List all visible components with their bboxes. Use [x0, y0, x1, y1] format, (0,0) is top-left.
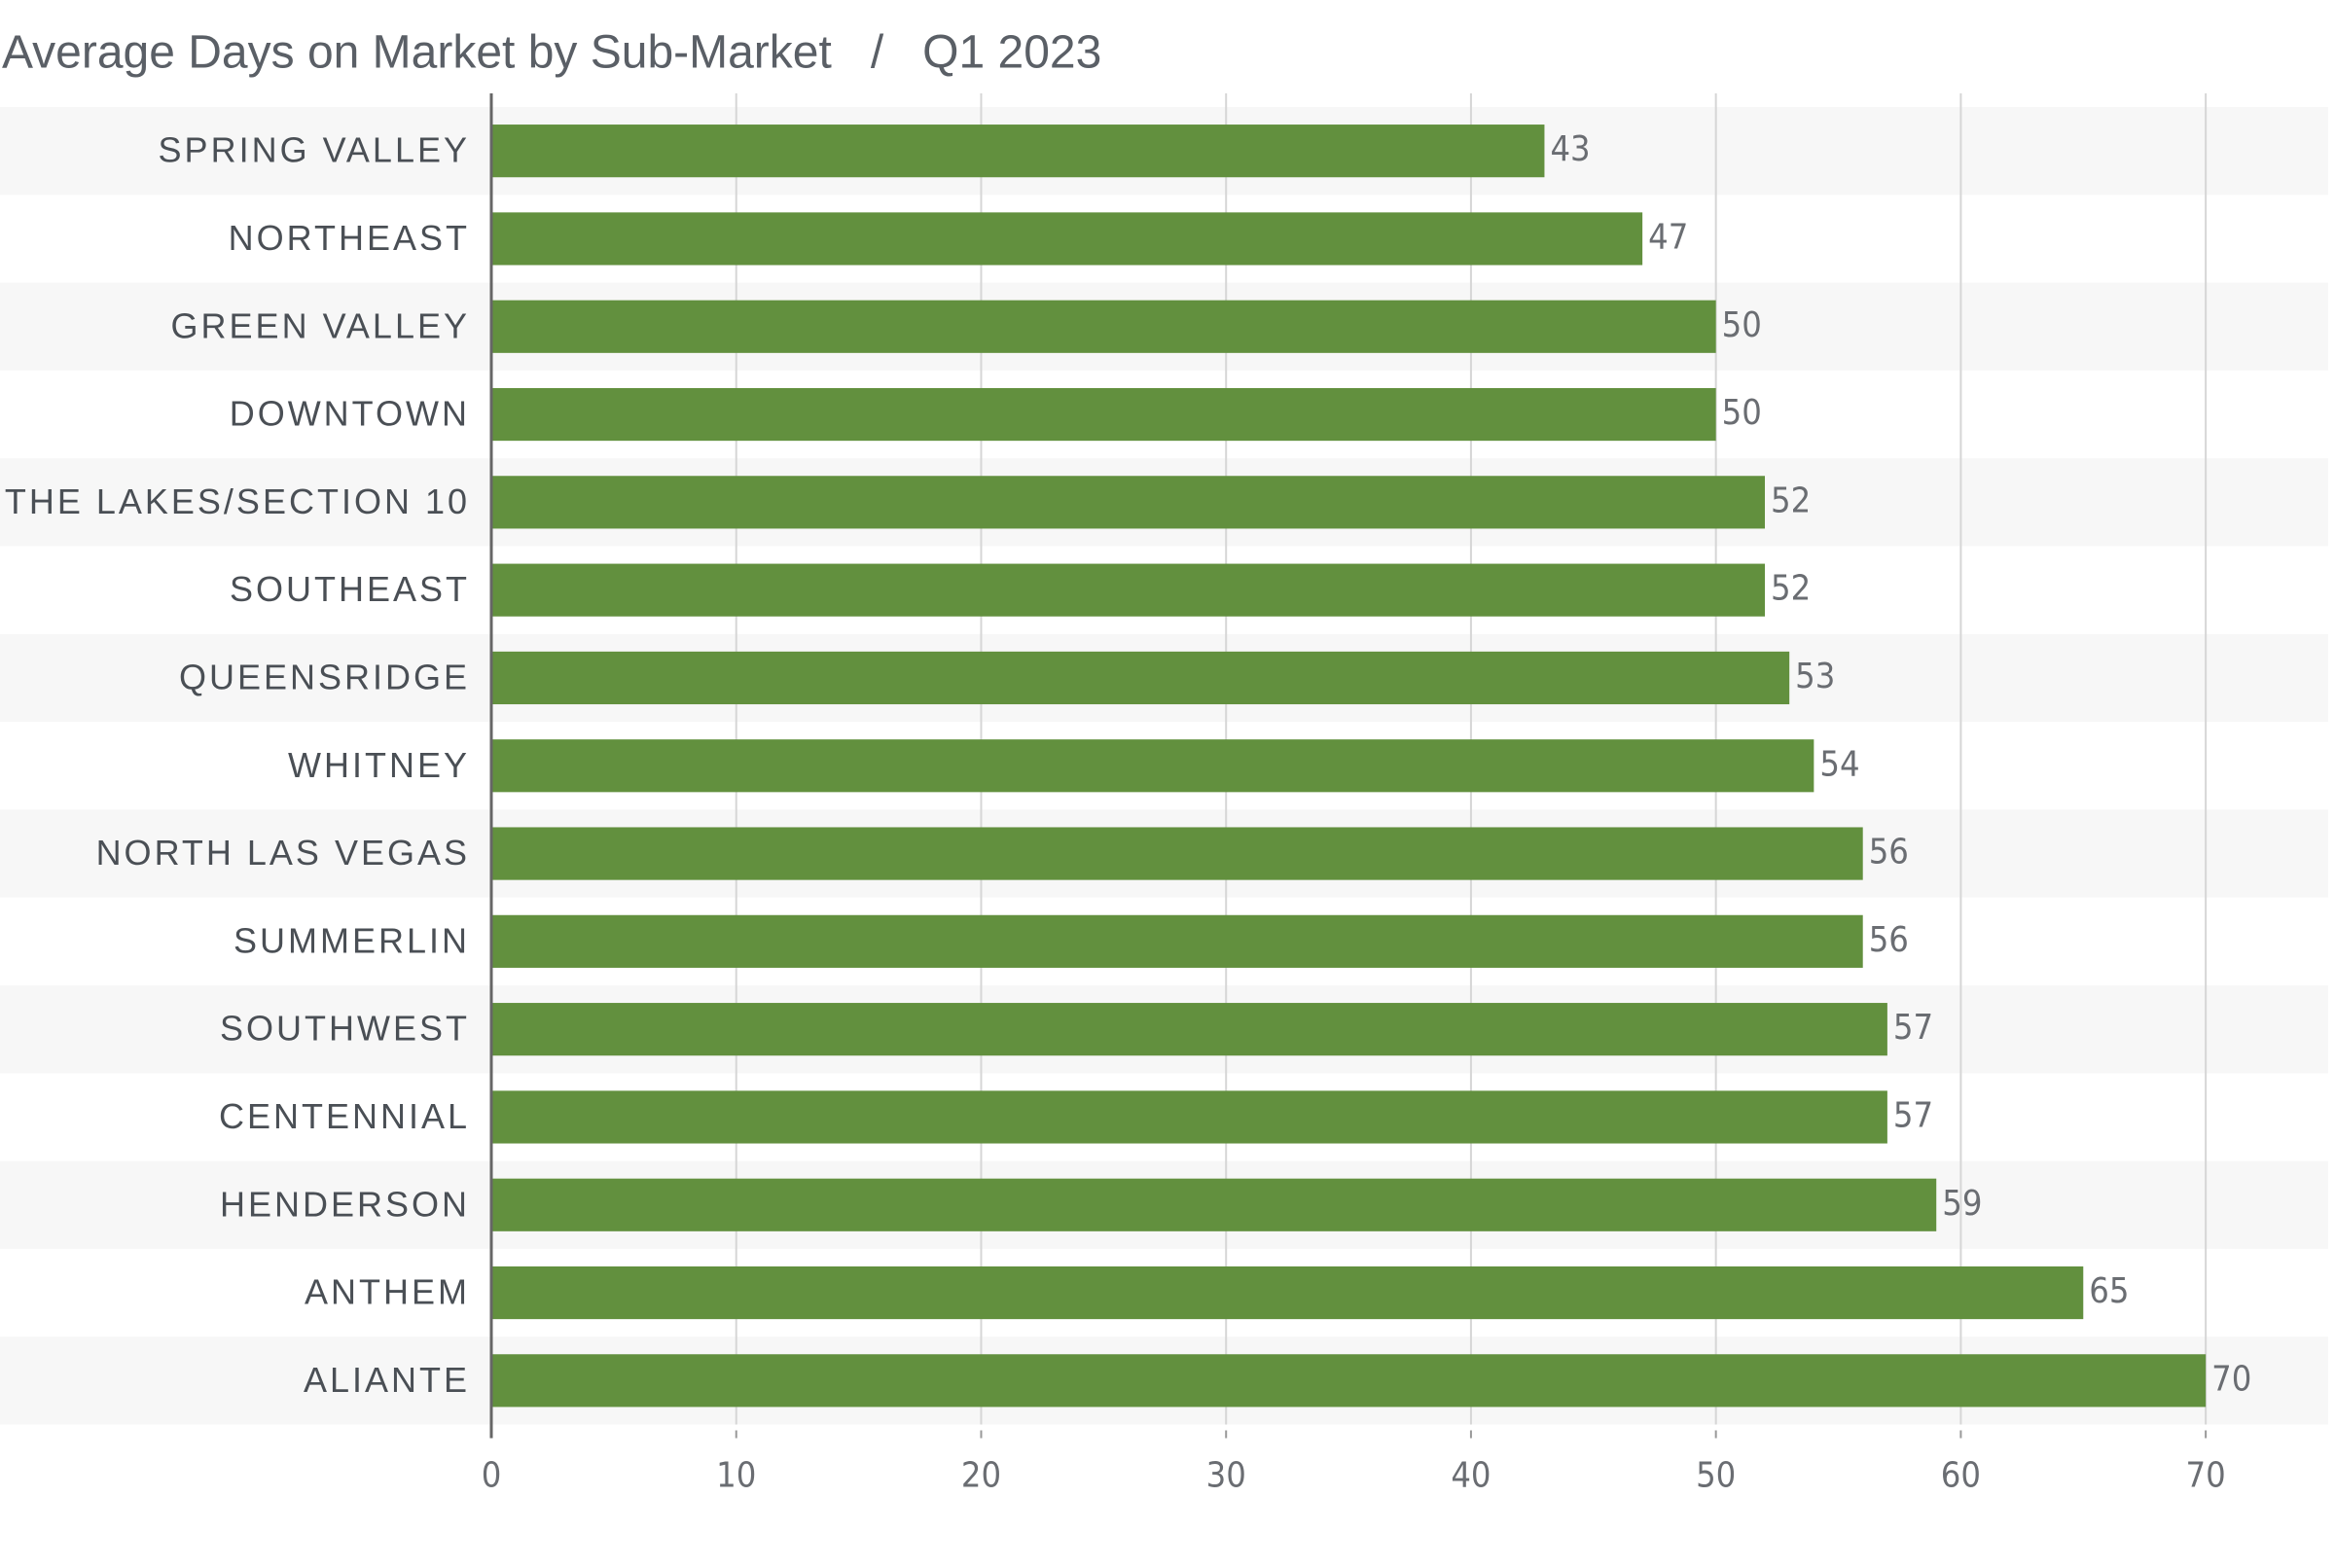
- category-label: SOUTHEAST: [230, 569, 470, 609]
- value-label: 65: [2089, 1271, 2129, 1311]
- value-label: 52: [1771, 481, 1811, 520]
- bar: [491, 125, 1545, 178]
- value-label: 59: [1942, 1184, 1982, 1224]
- bar: [491, 651, 1790, 705]
- bar: [491, 212, 1643, 266]
- category-label: ALIANTE: [304, 1360, 470, 1400]
- category-label: THE LAKES/SECTION 10: [5, 481, 470, 521]
- value-label: 57: [1893, 1008, 1933, 1048]
- bar: [491, 1090, 1887, 1144]
- bar: [491, 1178, 1937, 1231]
- category-label: CENTENNIAL: [219, 1096, 470, 1136]
- category-label: NORTHEAST: [229, 218, 470, 258]
- category-label: NORTH LAS VEGAS: [96, 833, 470, 873]
- category-label: HENDERSON: [220, 1184, 470, 1224]
- bar: [491, 1354, 2207, 1408]
- value-label: 56: [1869, 833, 1909, 873]
- x-tick-label: 0: [482, 1456, 502, 1496]
- bar: [491, 827, 1863, 880]
- bar: [491, 914, 1863, 968]
- value-label: 52: [1771, 569, 1811, 609]
- category-label: SUMMERLIN: [234, 920, 470, 960]
- x-tick-label: 70: [2186, 1456, 2226, 1496]
- bar: [491, 387, 1716, 442]
- bar: [491, 563, 1766, 617]
- x-tick-label: 40: [1451, 1456, 1491, 1496]
- x-tick-label: 20: [961, 1456, 1001, 1496]
- category-label: DOWNTOWN: [230, 394, 470, 434]
- x-tick-label: 60: [1941, 1456, 1981, 1496]
- value-label: 54: [1819, 744, 1859, 784]
- value-label: 50: [1722, 305, 1762, 345]
- value-label: 56: [1869, 920, 1909, 960]
- bar: [491, 300, 1716, 353]
- value-label: 50: [1722, 393, 1762, 433]
- x-tick-label: 50: [1696, 1456, 1736, 1496]
- value-label: 53: [1795, 657, 1835, 696]
- x-tick-label: 10: [716, 1456, 756, 1496]
- bar: [491, 739, 1814, 793]
- value-label: 70: [2211, 1359, 2251, 1399]
- chart-title: Average Days on Market by Sub-Market / Q…: [2, 27, 1101, 79]
- bar: [491, 476, 1766, 529]
- category-label: SPRING VALLEY: [159, 130, 470, 170]
- value-label: 43: [1550, 129, 1590, 169]
- bar: [491, 1003, 1887, 1056]
- category-label: SOUTHWEST: [220, 1009, 470, 1049]
- bar: [491, 1265, 2084, 1320]
- category-label: WHITNEY: [288, 745, 470, 785]
- value-label: 47: [1648, 217, 1688, 257]
- category-label: QUEENSRIDGE: [179, 657, 470, 696]
- category-label: ANTHEM: [305, 1272, 470, 1312]
- category-label: GREEN VALLEY: [171, 305, 470, 345]
- value-label: 57: [1893, 1095, 1933, 1135]
- x-tick-label: 30: [1206, 1456, 1246, 1496]
